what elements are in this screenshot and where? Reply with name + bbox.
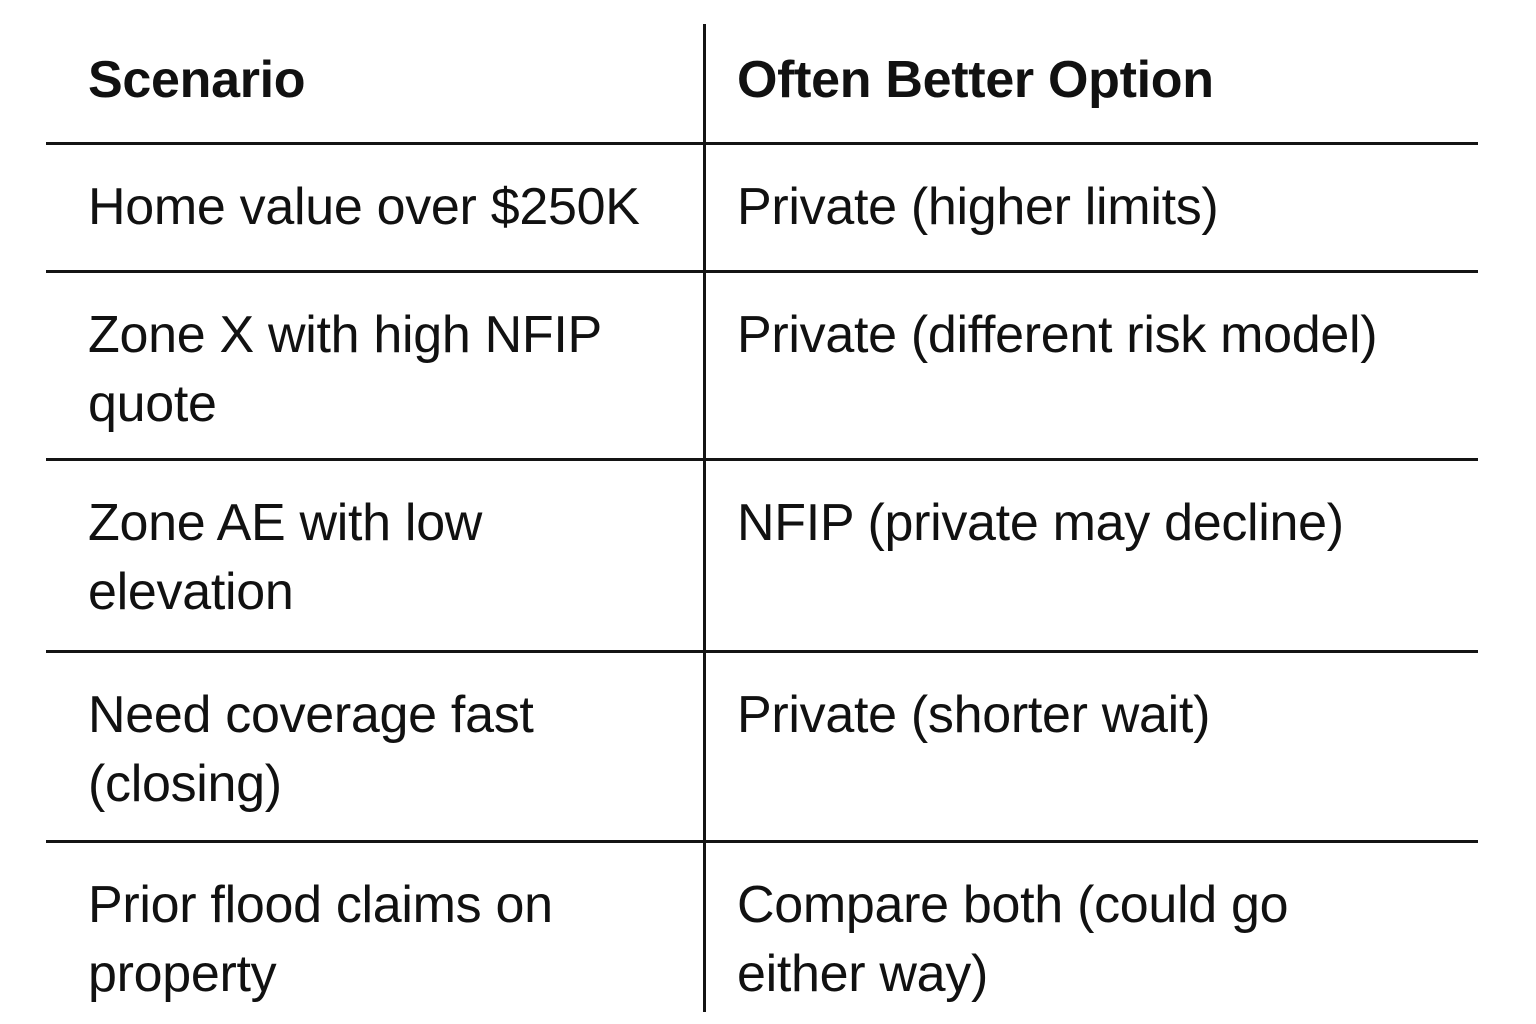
option-cell: Compare both (could go either way) <box>737 876 1289 1003</box>
option-cell: Private (different risk model) <box>737 306 1378 364</box>
scenario-cell: Home value over $250K <box>88 178 640 236</box>
scenario-cell: Prior flood claims on property <box>88 876 553 1003</box>
scenario-cell: Need coverage fast (closing) <box>88 686 534 813</box>
table-row: Home value over $250K Private (higher li… <box>46 145 1478 273</box>
table-header-row: Scenario Often Better Option <box>46 0 1478 145</box>
column-header-often-better-option: Often Better Option <box>737 51 1214 109</box>
column-divider-line <box>703 24 706 1012</box>
option-cell: Private (shorter wait) <box>737 686 1211 744</box>
scenario-cell: Zone AE with low elevation <box>88 494 483 621</box>
column-header-scenario: Scenario <box>88 51 306 109</box>
option-cell: NFIP (private may decline) <box>737 494 1344 552</box>
table-row: Zone X with high NFIP quote Private (dif… <box>46 273 1478 461</box>
comparison-table: Scenario Often Better Option Home value … <box>46 0 1478 1024</box>
table-row: Need coverage fast (closing) Private (sh… <box>46 653 1478 843</box>
option-cell: Private (higher limits) <box>737 178 1219 236</box>
scenario-cell: Zone X with high NFIP quote <box>88 306 602 433</box>
table-row: Zone AE with low elevation NFIP (private… <box>46 461 1478 653</box>
table-row: Prior flood claims on property Compare b… <box>46 843 1478 1024</box>
